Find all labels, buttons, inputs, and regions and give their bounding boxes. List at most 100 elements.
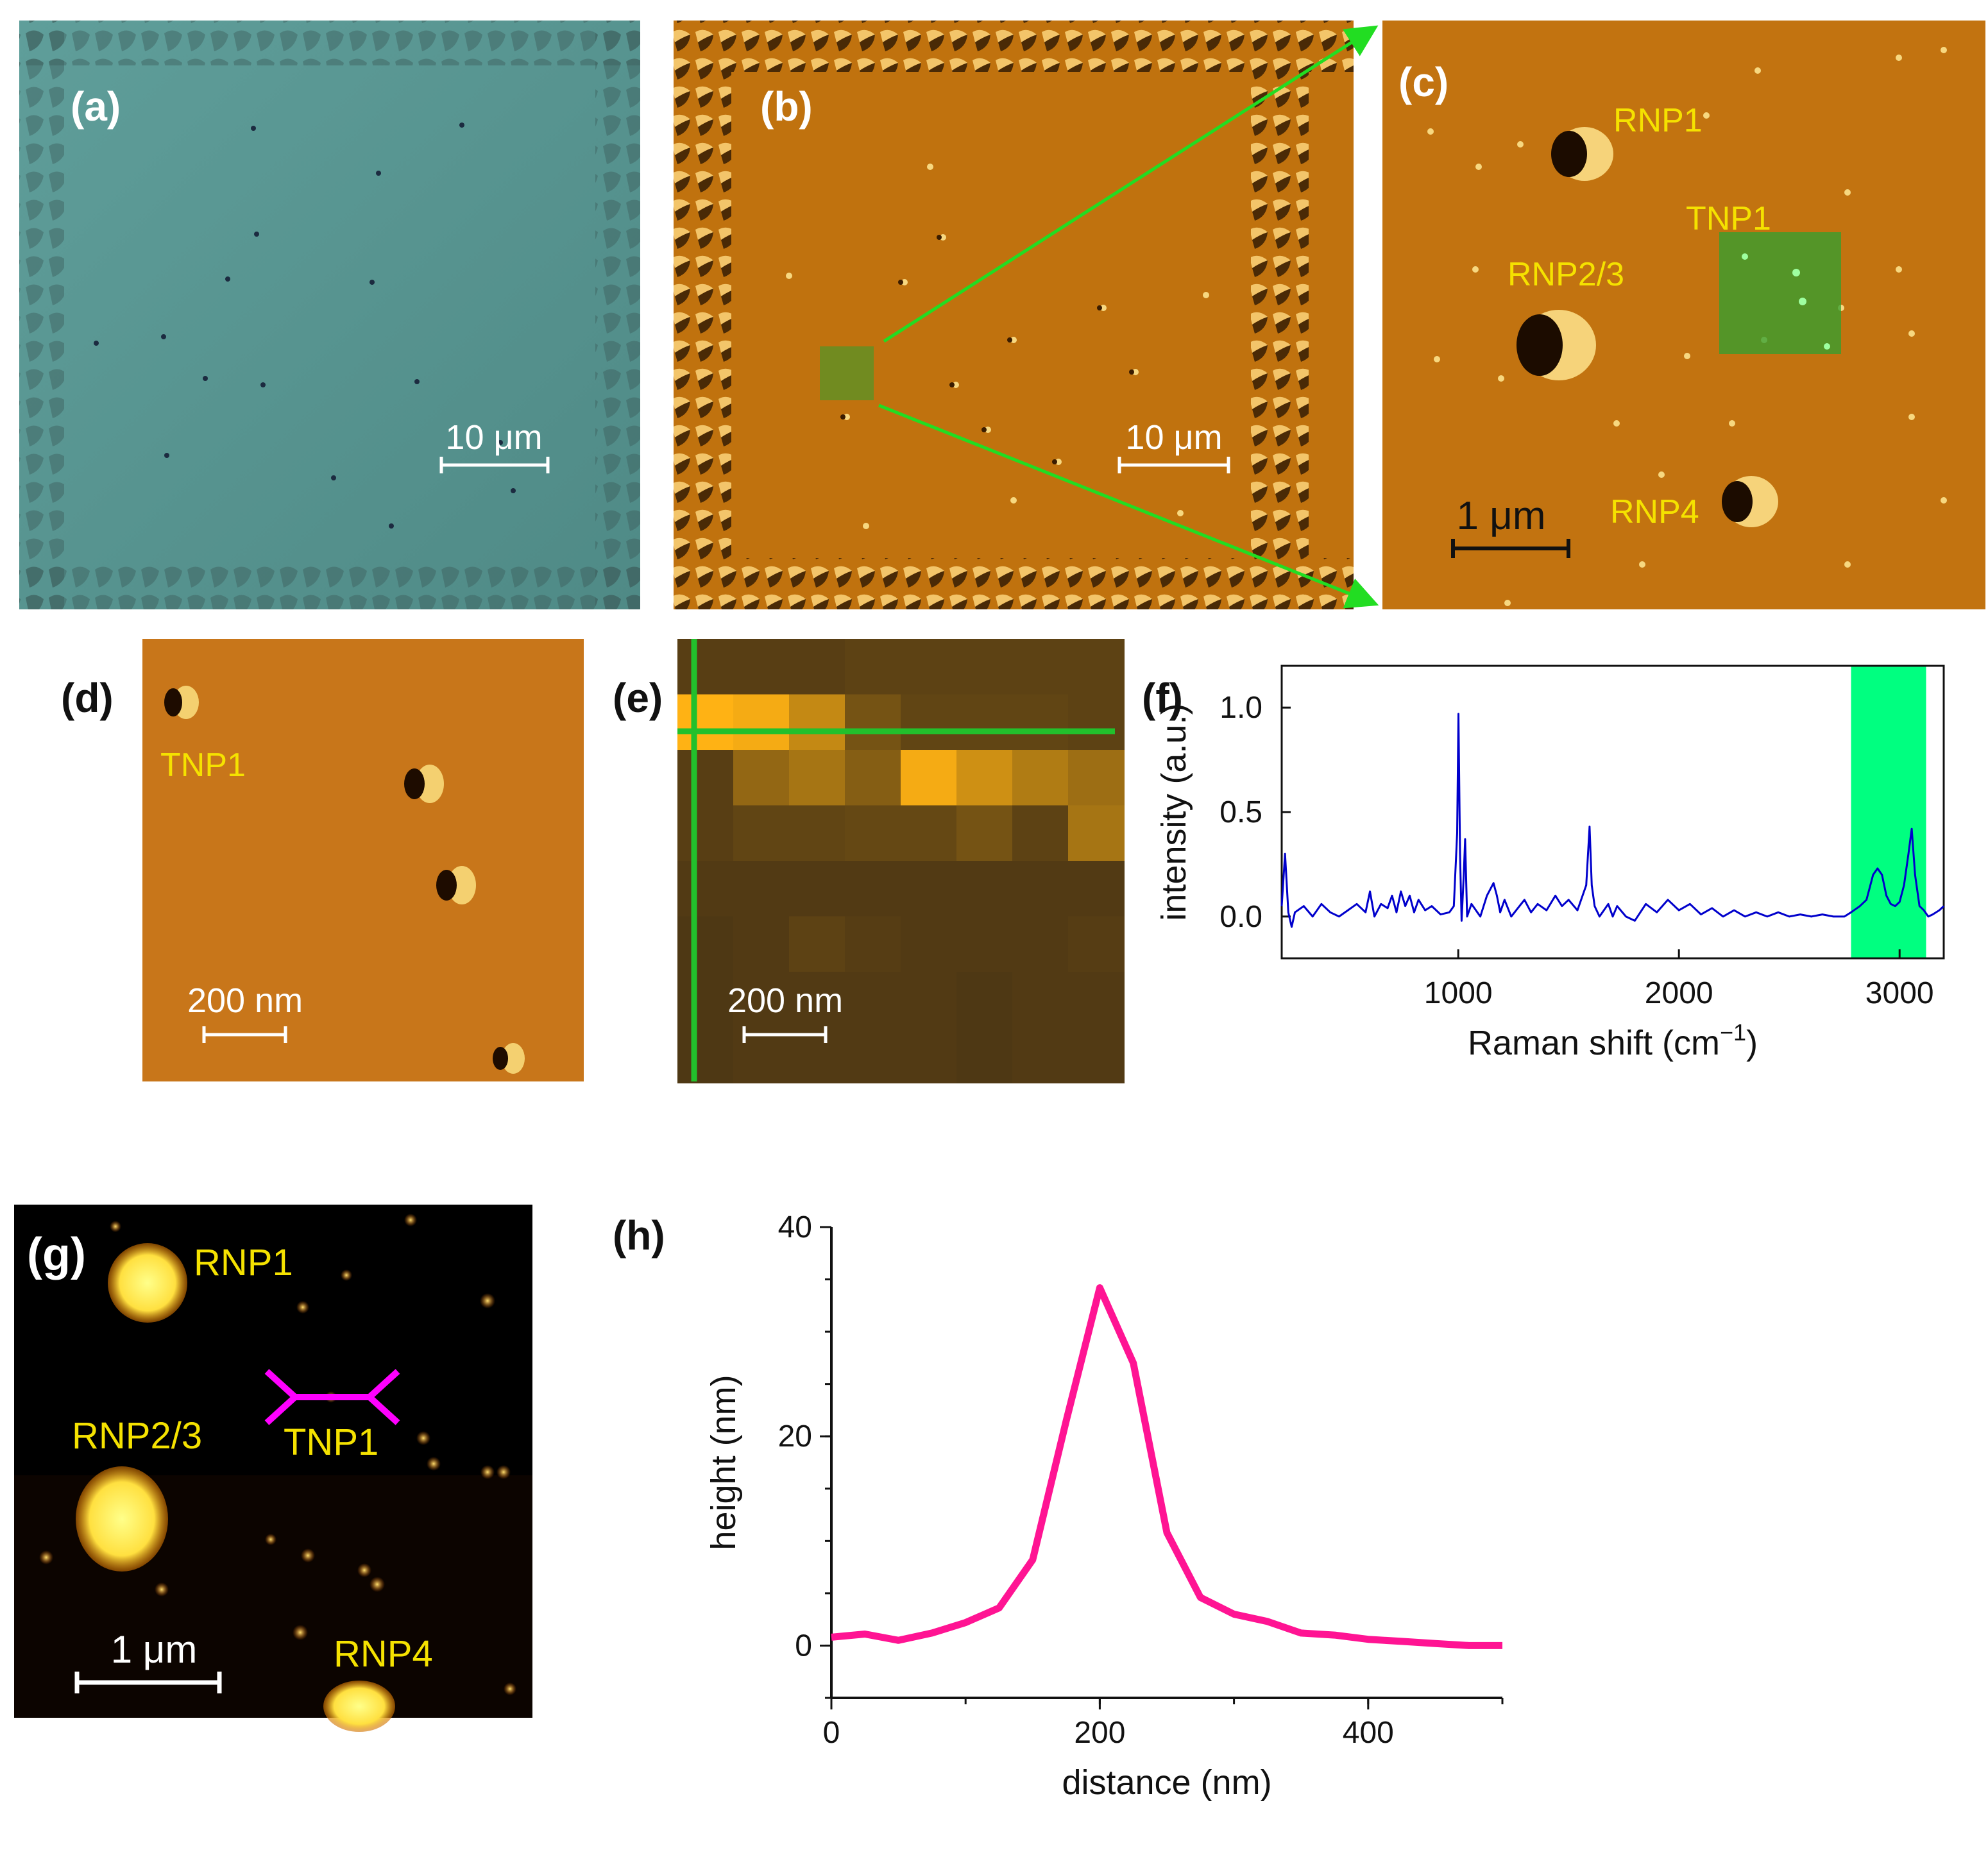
map-pixel [1012,972,1069,1028]
map-pixel [845,639,901,695]
panel-label-e: (e) [613,675,663,721]
panel-h: (h) 0 200 400 0 20 40 distance (nm) height (nm) [613,1210,1504,1802]
profile-line [264,1369,400,1425]
label-rnp23-g: RNP2/3 [72,1415,202,1457]
map-pixel [677,750,734,806]
grid-border-bottom [19,564,640,609]
map-pixel [901,805,957,861]
zoom-arrow-top [883,25,1379,343]
panel-label-b: (b) [760,83,813,130]
map-pixel [956,694,1013,750]
map-pixel [677,1027,734,1083]
map-pixel [901,861,957,917]
scale-bar-label-e: 200 nm [727,981,843,1020]
map-pixel [733,916,790,972]
map-pixel [1012,639,1069,695]
map-pixel [1068,639,1125,695]
scale-bar-label-g: 1 μm [111,1628,198,1671]
afm-border-bottom [674,558,1354,609]
particles-d [164,686,525,1074]
x-tick-label: 3000 [1865,976,1934,1010]
map-pixel [845,750,901,806]
optical-particles [94,123,516,529]
panel-c: (c) RNP1 TNP1 RNP2/3 RNP4 1 μm [1382,21,1985,609]
map-pixel [1068,861,1125,917]
map-pixel [956,750,1013,806]
raman-map [677,639,1125,1083]
map-pixel [677,805,734,861]
afm-image-c [1382,21,1985,609]
panel-a: (a) 10 μm [19,21,640,609]
data-series [831,1284,1502,1649]
panel-label-h: (h) [613,1212,665,1259]
optical-image [19,21,640,609]
map-pixel [1012,916,1069,972]
panel-label-f: (f) [1142,675,1183,721]
map-pixel [789,694,845,750]
scale-bar-label-c: 1 μm [1456,494,1545,538]
map-pixel [733,805,790,861]
map-pixel [677,916,734,972]
highlight-band [1851,666,1926,958]
map-pixel [1068,1027,1125,1083]
label-rnp4-c: RNP4 [1610,493,1699,530]
map-pixel [733,972,790,1028]
panel-g: (g) RNP1 RNP2/3 TNP1 RNP4 1 μm [14,1205,532,1732]
map-pixel [1068,916,1125,972]
height-profile-chart: 0 200 400 0 20 40 distance (nm) height (nm) [704,1210,1504,1802]
map-pixel [901,972,957,1028]
y-tick-label: 20 [778,1420,812,1453]
x-tick-label: 2000 [1645,976,1713,1010]
map-pixel [1068,694,1125,750]
map-pixel [1068,972,1125,1028]
map-pixel [1012,805,1069,861]
map-pixel [1012,694,1069,750]
x-axis-label: Raman shift (cm−1) [1468,1019,1758,1062]
map-pixel [733,639,790,695]
grid-border-top [19,21,640,65]
map-pixel [1012,1027,1069,1083]
map-pixel [845,1027,901,1083]
map-pixel [733,750,790,806]
map-pixel [956,972,1013,1028]
map-pixel [789,1027,845,1083]
y-tick-label: 0.0 [1219,900,1262,934]
map-pixel [956,639,1013,695]
panel-d: (d) TNP1 200 nm [61,639,584,1081]
data-series [1280,713,1945,928]
y-tick-label: 40 [778,1210,812,1244]
x-axis-label: distance (nm) [1062,1763,1271,1802]
afm-particles-b [786,164,1209,529]
afm-border-left [674,21,731,609]
map-pixel [677,972,734,1028]
map-pixel [789,750,845,806]
map-pixel [845,861,901,917]
grid-border-left [19,21,64,609]
y-tick-label: 0.5 [1219,795,1262,829]
y-tick-label: 0 [795,1629,812,1663]
map-pixel [901,916,957,972]
map-pixel [845,805,901,861]
map-pixel [956,861,1013,917]
label-rnp1-c: RNP1 [1613,102,1703,139]
map-pixel [845,972,901,1028]
x-tick-label: 400 [1343,1716,1394,1750]
map-pixel [789,861,845,917]
afm-image-d [142,639,584,1081]
map-pixel [956,916,1013,972]
map-pixel [901,639,957,695]
map-pixel [789,805,845,861]
panel-label-g: (g) [27,1229,86,1280]
x-tick-label: 1000 [1424,976,1493,1010]
large-particles-g [76,1243,395,1732]
afm-image-b [674,21,1354,609]
y-axis-label: intensity (a.u.) [1155,703,1193,920]
small-particles-g [39,1214,516,1695]
scale-bar-label-d: 200 nm [187,981,303,1020]
map-pixel [1068,805,1125,861]
map-pixel [956,1027,1013,1083]
tnp-particles [1742,253,1830,350]
afm-border-right [1251,21,1309,609]
afm-border-top [674,21,1354,72]
